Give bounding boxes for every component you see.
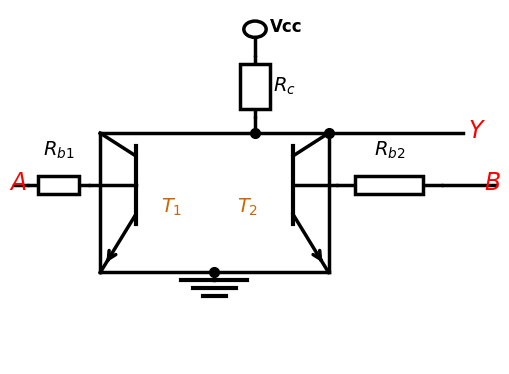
Text: $A$: $A$ [9, 171, 27, 195]
Bar [240, 64, 269, 110]
Text: $T_1$: $T_1$ [161, 197, 182, 218]
Bar [38, 176, 78, 194]
Bar [355, 176, 422, 194]
Text: $Y$: $Y$ [467, 119, 485, 143]
Text: $T_2$: $T_2$ [237, 197, 258, 218]
Text: $R_c$: $R_c$ [272, 76, 295, 97]
Text: $B$: $B$ [483, 171, 500, 195]
Text: $R_{b1}$: $R_{b1}$ [43, 140, 74, 161]
Text: Vcc: Vcc [270, 18, 302, 36]
Text: $R_{b2}$: $R_{b2}$ [373, 140, 404, 161]
